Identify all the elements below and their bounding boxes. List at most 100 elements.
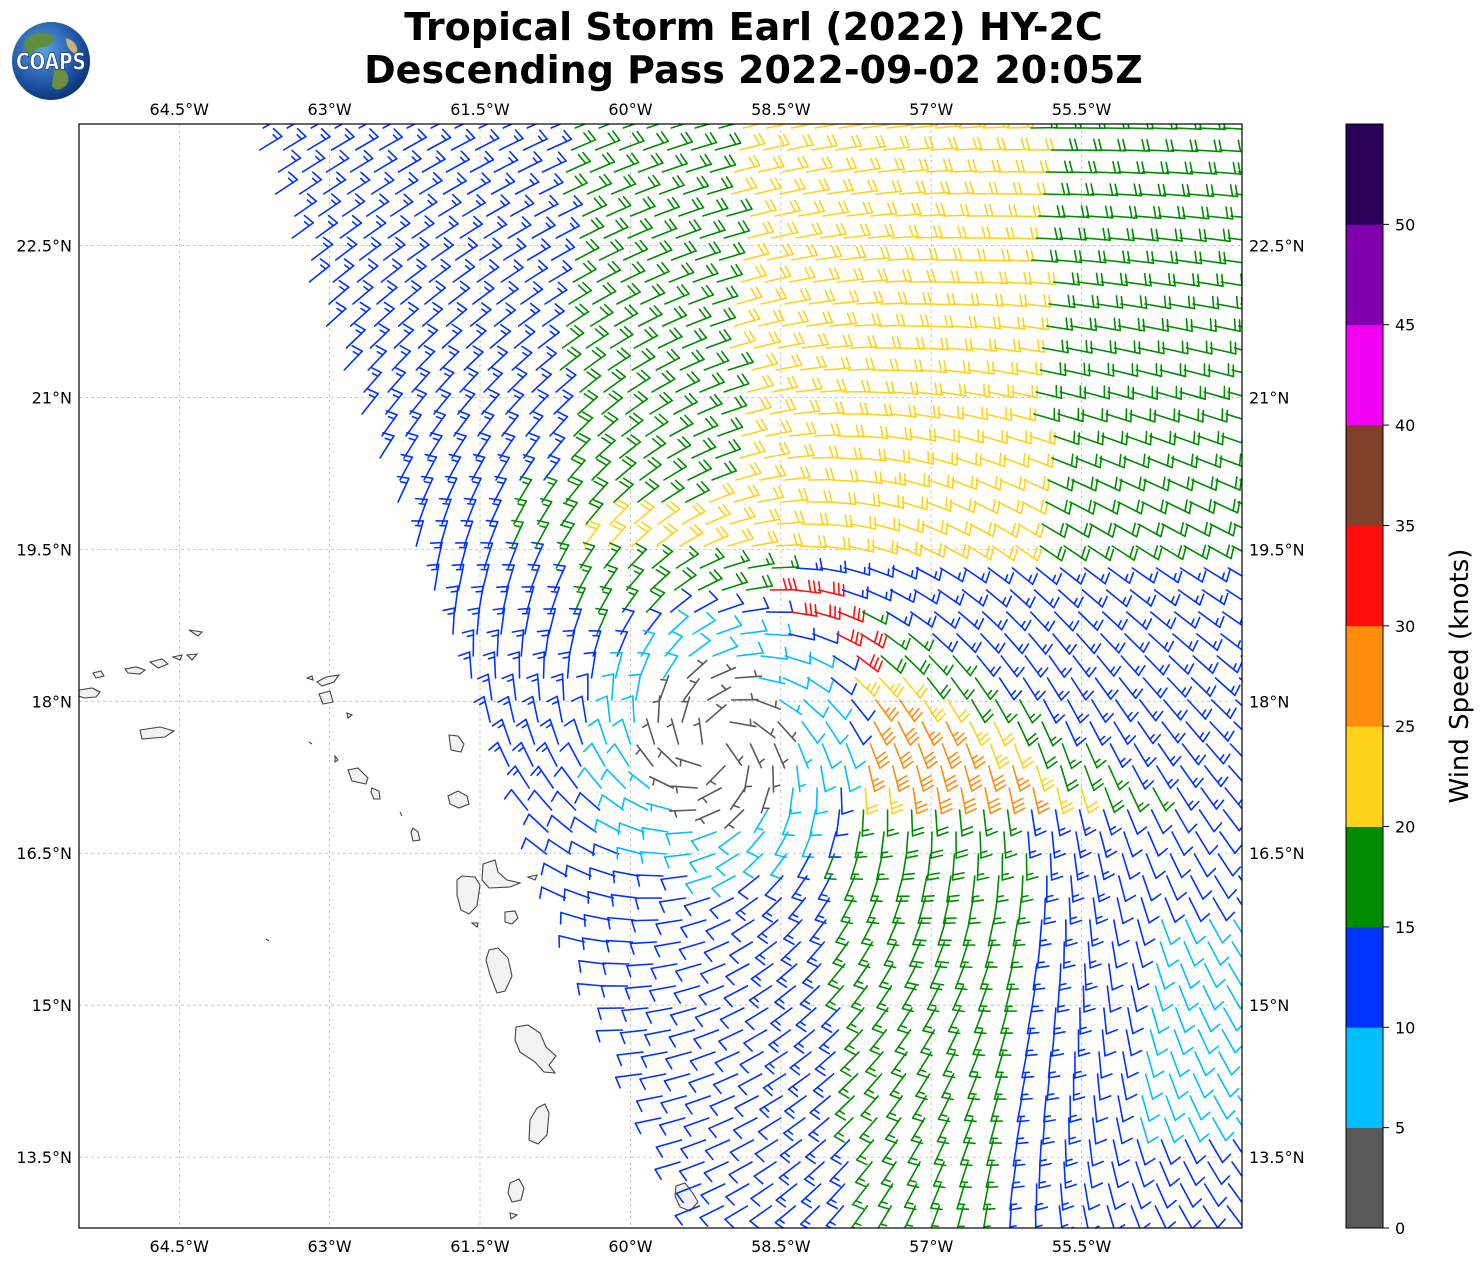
colorbar-tick-label: 15 xyxy=(1395,918,1415,937)
wind-barb xyxy=(1231,369,1242,374)
wind-barb xyxy=(1244,140,1270,152)
island-outline xyxy=(504,910,519,925)
wind-barb xyxy=(990,204,1018,218)
wind-barb xyxy=(1177,408,1205,423)
wind-barb xyxy=(979,452,1007,468)
wind-barb xyxy=(447,453,462,481)
wind-barb xyxy=(973,499,1001,515)
wind-barb xyxy=(463,345,484,371)
wind-barb xyxy=(859,448,887,462)
wind-barb xyxy=(1124,633,1150,654)
wind-barb xyxy=(906,1161,921,1189)
wind-barb xyxy=(928,292,956,306)
wind-barb xyxy=(1142,875,1162,902)
wind-barb xyxy=(400,280,422,305)
colorbar-bin xyxy=(1346,625,1383,727)
wind-barb xyxy=(896,1007,913,1035)
wind-barb xyxy=(739,440,766,459)
wind-barb xyxy=(568,840,596,855)
wind-barb xyxy=(1111,941,1128,969)
wind-barb xyxy=(1126,809,1148,835)
wind-barb xyxy=(758,675,786,685)
wind-barb xyxy=(352,279,374,305)
wind-barb xyxy=(1045,499,1073,515)
wind-barb xyxy=(1102,250,1131,264)
wind-barb xyxy=(1063,362,1091,377)
wind-barb xyxy=(675,219,702,239)
wind-barb xyxy=(262,124,272,129)
wind-barb xyxy=(912,787,929,815)
wind-barb xyxy=(803,1161,825,1187)
wind-barb xyxy=(1185,919,1207,945)
wind-barb xyxy=(1218,139,1242,153)
wind-barb xyxy=(1225,413,1242,420)
wind-barb xyxy=(821,743,842,769)
wind-barb xyxy=(627,218,653,239)
wind-barb xyxy=(646,124,662,129)
wind-barb xyxy=(740,264,768,283)
wind-barb xyxy=(648,985,677,1002)
wind-barb xyxy=(562,173,588,195)
wind-barb xyxy=(581,937,610,951)
wind-barb xyxy=(694,809,721,825)
wind-barb xyxy=(982,1183,996,1211)
wind-barb xyxy=(559,346,582,371)
island-outline xyxy=(370,787,381,800)
wind-barb xyxy=(1006,809,1023,837)
wind-barb xyxy=(806,677,834,693)
wind-barb xyxy=(733,154,761,173)
map-frame xyxy=(78,123,1243,1229)
wind-barb xyxy=(1207,363,1235,378)
wind-barb xyxy=(577,563,592,591)
wind-barb xyxy=(799,1205,821,1228)
wind-barb xyxy=(865,588,893,602)
wind-barb xyxy=(835,809,849,837)
wind-barb xyxy=(1195,831,1219,855)
wind-barb xyxy=(1094,677,1119,700)
wind-barb xyxy=(1238,875,1242,882)
wind-barb xyxy=(1154,1205,1176,1228)
wind-barb xyxy=(702,197,729,217)
wind-barb xyxy=(855,470,883,485)
wind-barb xyxy=(1110,205,1138,219)
wind-barb xyxy=(1189,161,1218,175)
wind-barb xyxy=(459,215,484,239)
wind-barb xyxy=(670,785,698,794)
wind-barb xyxy=(644,261,670,283)
wind-barb xyxy=(1185,721,1211,743)
wind-barb xyxy=(1221,611,1242,627)
wind-barb xyxy=(926,853,941,881)
wind-barb xyxy=(530,765,554,789)
wind-barb xyxy=(906,136,935,151)
wind-barb xyxy=(737,875,760,900)
wind-barb xyxy=(589,303,614,327)
wind-barb xyxy=(843,562,871,576)
wind-barb xyxy=(1053,611,1080,632)
colorbar-bin xyxy=(1346,726,1383,827)
wind-barb xyxy=(592,282,617,305)
wind-barb xyxy=(931,451,958,466)
wind-barb xyxy=(387,366,407,393)
wind-barb xyxy=(1105,589,1133,608)
wind-barb xyxy=(946,1029,960,1057)
wind-barb xyxy=(1233,919,1242,935)
wind-barb xyxy=(988,765,1007,792)
wind-barb xyxy=(854,677,881,697)
wind-barb xyxy=(830,1139,851,1165)
wind-barb xyxy=(853,493,881,508)
wind-barb xyxy=(658,175,685,195)
wind-barb xyxy=(1200,787,1225,810)
wind-barb xyxy=(862,124,890,129)
wind-barb xyxy=(1048,294,1076,309)
wind-barb xyxy=(910,1117,926,1145)
wind-barb xyxy=(1103,1007,1119,1035)
wind-barb xyxy=(539,718,560,745)
wind-barb xyxy=(1029,430,1057,445)
wind-barb xyxy=(730,176,758,195)
wind-barb xyxy=(711,460,738,481)
wind-barb xyxy=(715,439,742,459)
wind-barb xyxy=(1070,677,1095,701)
wind-barb xyxy=(915,382,943,396)
wind-barb xyxy=(1161,340,1189,355)
island-outline xyxy=(447,790,470,809)
